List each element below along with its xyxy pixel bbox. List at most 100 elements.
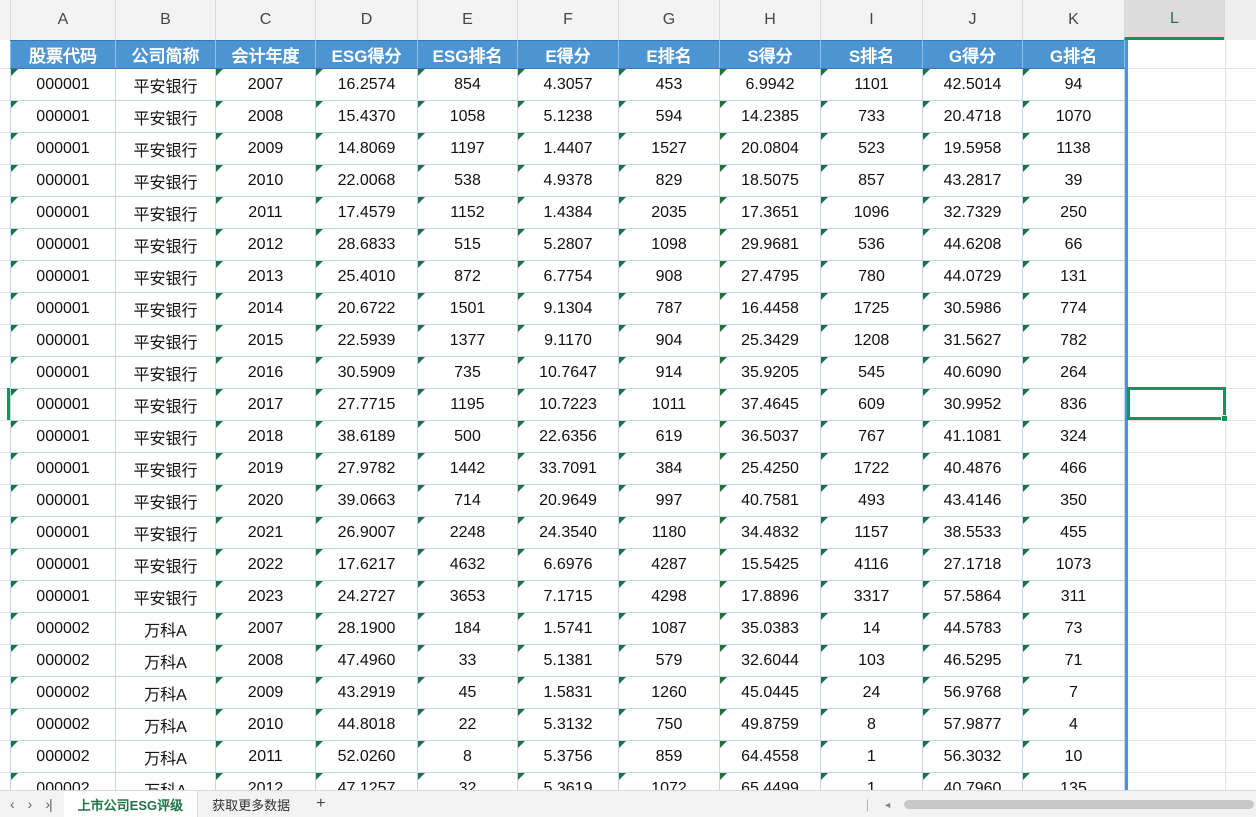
cell[interactable]: 27.7715 [315,388,418,421]
cell[interactable]: 1070 [1022,100,1125,133]
cell[interactable]: 1 [820,772,923,790]
cell[interactable]: 19.5958 [922,132,1023,165]
cell[interactable]: 2016 [215,356,316,389]
cell[interactable]: 8 [417,740,518,773]
cell[interactable]: 2018 [215,420,316,453]
cell[interactable]: 714 [417,484,518,517]
cell[interactable]: 2015 [215,324,316,357]
cell[interactable]: 平安银行 [115,420,216,453]
cell[interactable]: 1377 [417,324,518,357]
cell[interactable]: 33.7091 [517,452,619,485]
cell[interactable]: 56.9768 [922,676,1023,709]
cell[interactable]: 32 [417,772,518,790]
cell[interactable]: 45 [417,676,518,709]
cell[interactable]: 44.8018 [315,708,418,741]
cell[interactable]: 500 [417,420,518,453]
cell[interactable]: 20.0804 [719,132,821,165]
cell[interactable]: 18.5075 [719,164,821,197]
cell[interactable]: 25.3429 [719,324,821,357]
sheet-tab-esg-ratings[interactable]: 上市公司ESG评级 [63,791,199,817]
cell[interactable]: 1138 [1022,132,1125,165]
cell[interactable]: 平安银行 [115,228,216,261]
cell[interactable]: 24 [820,676,923,709]
cell[interactable]: 万科A [115,708,216,741]
cell[interactable]: 3653 [417,580,518,613]
table-column-header[interactable]: E得分 [517,40,619,69]
cell[interactable]: 56.3032 [922,740,1023,773]
cell[interactable]: 5.3132 [517,708,619,741]
cell[interactable]: 515 [417,228,518,261]
scroll-left-icon[interactable]: ◄ [883,799,892,810]
cell[interactable]: 16.2574 [315,68,418,101]
cell[interactable]: 1722 [820,452,923,485]
cell[interactable]: 46.5295 [922,644,1023,677]
cell[interactable]: 4298 [618,580,720,613]
cell[interactable]: 000001 [10,260,116,293]
cell[interactable]: 平安银行 [115,356,216,389]
cell[interactable]: 万科A [115,740,216,773]
cell[interactable]: 平安银行 [115,196,216,229]
cell[interactable]: 000001 [10,388,116,421]
cell[interactable]: 2021 [215,516,316,549]
selected-cell[interactable] [1127,387,1228,422]
table-column-header[interactable]: S得分 [719,40,821,69]
cell[interactable]: 1073 [1022,548,1125,581]
cell[interactable]: 000002 [10,676,116,709]
cell[interactable]: 47.4960 [315,644,418,677]
cell[interactable]: 32.6044 [719,644,821,677]
cell[interactable]: 44.0729 [922,260,1023,293]
column-header-H[interactable]: H [719,0,820,40]
cell[interactable]: 857 [820,164,923,197]
cell[interactable]: 1180 [618,516,720,549]
cell[interactable]: 14.2385 [719,100,821,133]
cell[interactable]: 47.1257 [315,772,418,790]
column-header-F[interactable]: F [517,0,618,40]
cell[interactable]: 22.6356 [517,420,619,453]
cell[interactable]: 7.1715 [517,580,619,613]
cell[interactable]: 2017 [215,388,316,421]
cell[interactable]: 4 [1022,708,1125,741]
cell[interactable]: 1501 [417,292,518,325]
cell[interactable]: 38.5533 [922,516,1023,549]
cell[interactable]: 2020 [215,484,316,517]
sheet-tab-get-more-data[interactable]: 获取更多数据 [212,797,291,813]
cell[interactable]: 10.7647 [517,356,619,389]
cell[interactable]: 735 [417,356,518,389]
cell[interactable]: 000001 [10,164,116,197]
cell[interactable]: 平安银行 [115,452,216,485]
cell[interactable]: 455 [1022,516,1125,549]
cell[interactable]: 579 [618,644,720,677]
cell[interactable]: 33 [417,644,518,677]
cell[interactable]: 万科A [115,772,216,790]
cell[interactable]: 平安银行 [115,548,216,581]
cell[interactable]: 000001 [10,484,116,517]
cell[interactable]: 平安银行 [115,100,216,133]
cell[interactable]: 22 [417,708,518,741]
cell[interactable]: 1.4407 [517,132,619,165]
cell[interactable]: 6.9942 [719,68,821,101]
column-header-B[interactable]: B [115,0,215,40]
cell[interactable]: 594 [618,100,720,133]
cell[interactable]: 000001 [10,100,116,133]
cell[interactable]: 5.1238 [517,100,619,133]
cell[interactable]: 万科A [115,612,216,645]
cell[interactable]: 平安银行 [115,292,216,325]
cell[interactable]: 57.5864 [922,580,1023,613]
cell[interactable]: 31.5627 [922,324,1023,357]
cell[interactable]: 2008 [215,100,316,133]
column-header-C[interactable]: C [215,0,315,40]
cell[interactable]: 37.4645 [719,388,821,421]
cell[interactable]: 904 [618,324,720,357]
cell[interactable]: 9.1304 [517,292,619,325]
cell[interactable]: 782 [1022,324,1125,357]
cell[interactable]: 2014 [215,292,316,325]
cell[interactable]: 30.5986 [922,292,1023,325]
cell[interactable]: 5.1381 [517,644,619,677]
cell[interactable]: 2248 [417,516,518,549]
cell[interactable]: 2023 [215,580,316,613]
add-sheet-button[interactable]: + [316,795,326,812]
cell[interactable]: 3317 [820,580,923,613]
column-header-D[interactable]: D [315,0,417,40]
cell[interactable]: 184 [417,612,518,645]
cell[interactable]: 5.3619 [517,772,619,790]
